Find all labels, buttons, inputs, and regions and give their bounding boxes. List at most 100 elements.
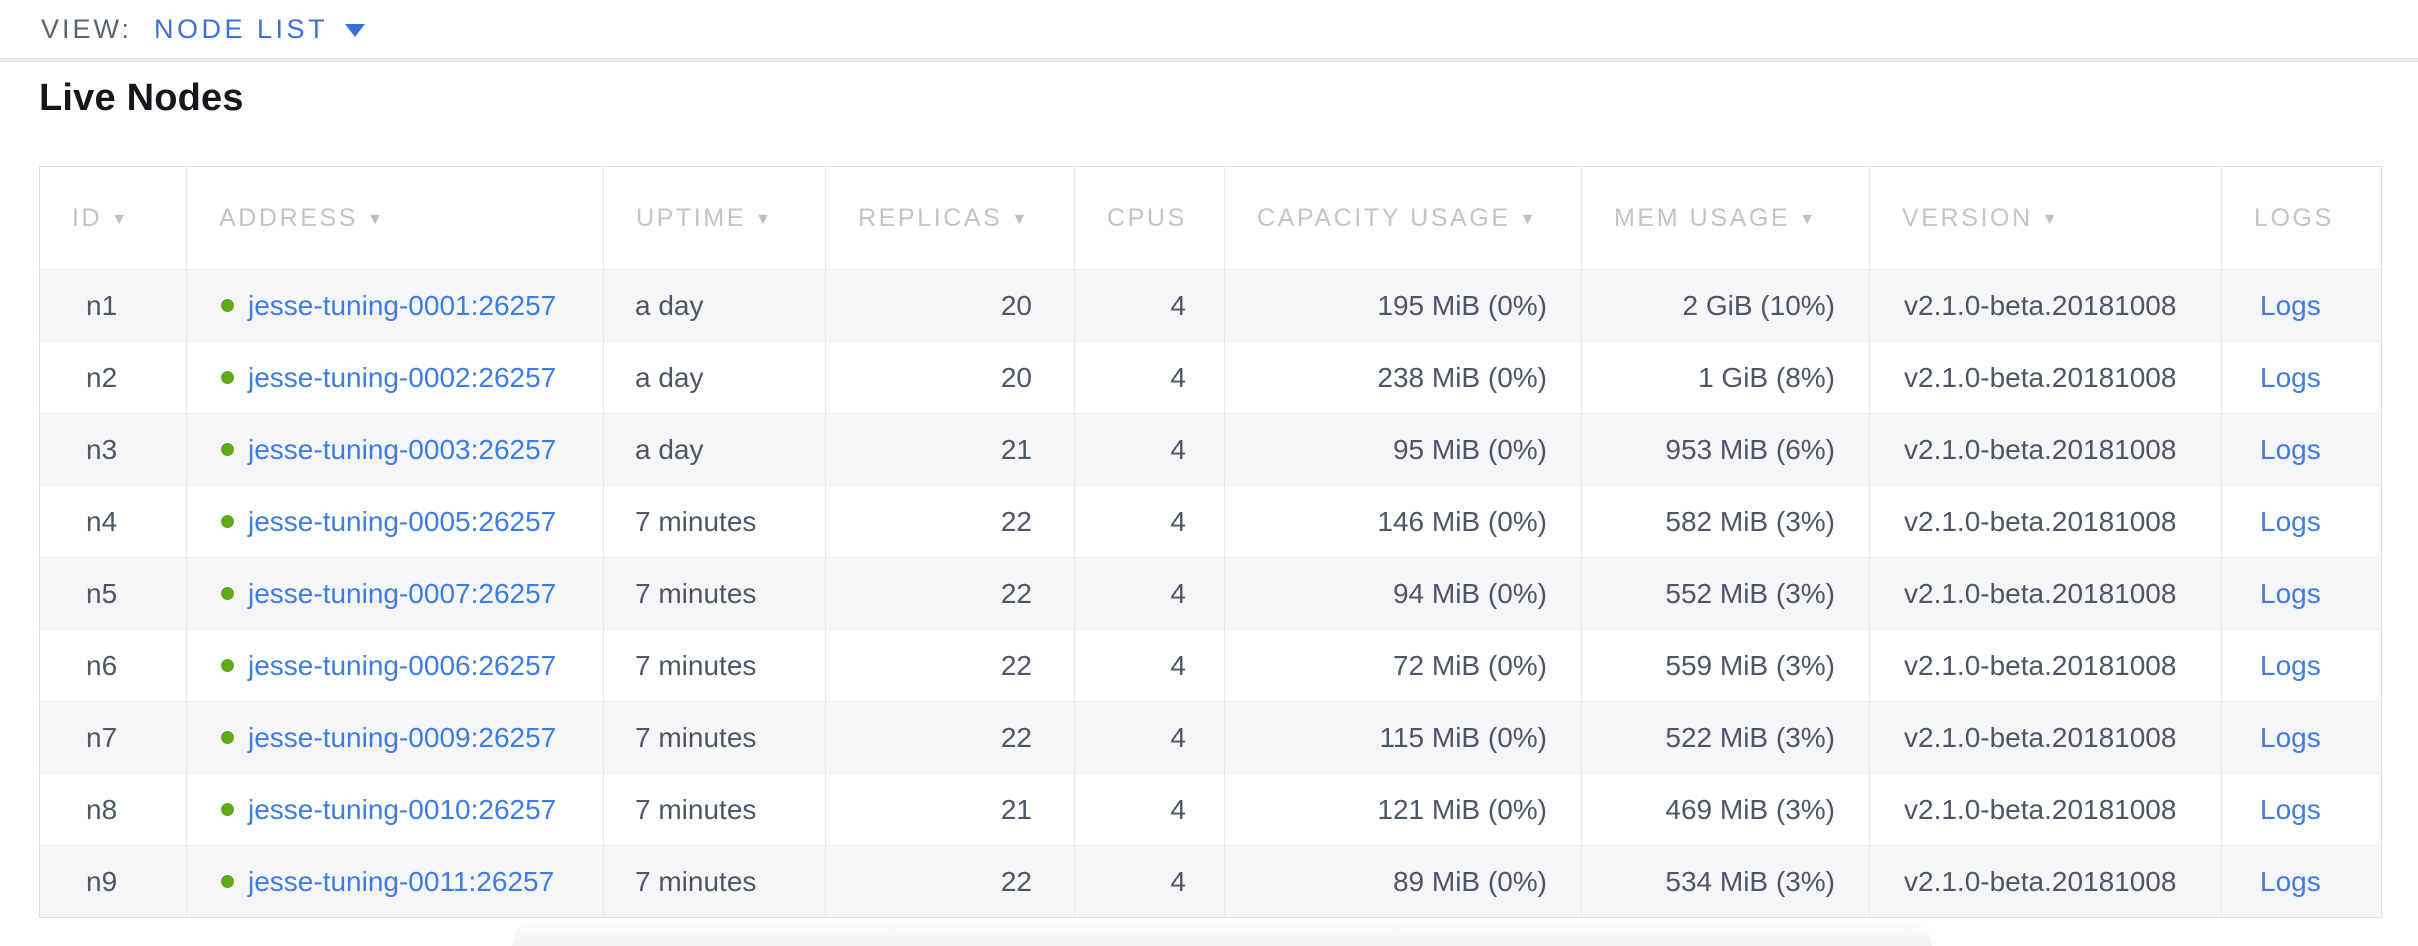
node-address-link[interactable]: jesse-tuning-0007:26257: [248, 577, 557, 609]
node-address-link[interactable]: jesse-tuning-0010:26257: [248, 793, 557, 825]
column-label: VERSION: [1902, 203, 2033, 232]
cell-capacity: 115 MiB (0%): [1224, 701, 1582, 774]
sort-desc-icon: ▼: [1799, 210, 1818, 228]
column-header-version[interactable]: VERSION ▼: [1869, 166, 2222, 270]
cell-address: jesse-tuning-0002:26257: [186, 341, 604, 414]
cell-replicas: 22: [825, 485, 1075, 558]
table-row: n7 jesse-tuning-0009:26257 7 minutes 22 4 115…: [39, 701, 2382, 774]
cell-capacity: 95 MiB (0%): [1224, 413, 1582, 486]
cell-replicas: 20: [825, 341, 1075, 414]
cell-replicas: 22: [825, 629, 1075, 702]
cell-logs: Logs: [2221, 701, 2382, 774]
node-address-link[interactable]: jesse-tuning-0001:26257: [248, 289, 557, 321]
node-live-status-icon: [221, 298, 234, 312]
cell-version: v2.1.0-beta.20181008: [1869, 269, 2222, 342]
cell-address: jesse-tuning-0003:26257: [186, 413, 604, 486]
node-logs-link[interactable]: Logs: [2260, 577, 2321, 609]
sort-desc-icon: ▼: [2041, 210, 2061, 228]
cell-capacity: 72 MiB (0%): [1224, 629, 1582, 702]
column-header-mem[interactable]: MEM USAGE ▼: [1581, 166, 1870, 270]
cell-capacity: 195 MiB (0%): [1224, 269, 1582, 342]
cell-cpus: 4: [1074, 269, 1225, 342]
cell-cpus: 4: [1074, 341, 1225, 414]
cell-replicas: 20: [825, 269, 1075, 342]
cell-logs: Logs: [2221, 485, 2382, 558]
cell-id: n6: [86, 649, 118, 681]
cell-capacity: 121 MiB (0%): [1224, 773, 1582, 846]
cell-id: n3: [86, 433, 118, 465]
cell-address: jesse-tuning-0001:26257: [186, 269, 604, 342]
column-header-cpus: CPUS: [1074, 166, 1225, 270]
cell-version: v2.1.0-beta.20181008: [1869, 701, 2222, 774]
table-row: n4 jesse-tuning-0005:26257 7 minutes 22 4 146…: [39, 485, 2382, 558]
cell-mem: 469 MiB (3%): [1581, 773, 1870, 846]
node-live-status-icon: [221, 658, 234, 672]
node-logs-link[interactable]: Logs: [2260, 505, 2321, 537]
node-logs-link[interactable]: Logs: [2260, 865, 2321, 897]
cell-version: v2.1.0-beta.20181008: [1869, 341, 2222, 414]
cell-logs: Logs: [2221, 773, 2382, 846]
cell-logs: Logs: [2221, 413, 2382, 486]
cell-uptime: a day: [603, 341, 826, 414]
cell-address: jesse-tuning-0005:26257: [186, 485, 604, 558]
sort-desc-icon: ▼: [755, 210, 774, 228]
node-live-status-icon: [221, 586, 234, 600]
cell-id: n9: [86, 865, 118, 897]
next-section-edge: [512, 920, 1932, 946]
cell-address: jesse-tuning-0009:26257: [186, 701, 604, 774]
node-logs-link[interactable]: Logs: [2260, 289, 2321, 321]
cell-version: v2.1.0-beta.20181008: [1869, 413, 2222, 486]
view-selector-dropdown[interactable]: NODE LIST: [154, 14, 366, 45]
node-logs-link[interactable]: Logs: [2260, 793, 2321, 825]
node-address-link[interactable]: jesse-tuning-0006:26257: [248, 649, 557, 681]
cell-uptime: 7 minutes: [603, 485, 826, 558]
node-address-link[interactable]: jesse-tuning-0003:26257: [248, 433, 557, 465]
node-logs-link[interactable]: Logs: [2260, 433, 2321, 465]
cell-id: n5: [86, 577, 118, 609]
node-logs-link[interactable]: Logs: [2260, 721, 2321, 753]
cell-mem: 534 MiB (3%): [1581, 845, 1870, 918]
cell-mem: 522 MiB (3%): [1581, 701, 1870, 774]
node-address-link[interactable]: jesse-tuning-0005:26257: [248, 505, 557, 537]
column-header-address[interactable]: ADDRESS ▼: [186, 166, 604, 270]
cell-uptime: 7 minutes: [603, 701, 826, 774]
cell-logs: Logs: [2221, 269, 2382, 342]
cell-id: n8: [86, 793, 118, 825]
cell-mem: 2 GiB (10%): [1581, 269, 1870, 342]
node-logs-link[interactable]: Logs: [2260, 361, 2321, 393]
column-header-uptime[interactable]: UPTIME ▼: [603, 166, 826, 270]
sort-desc-icon: ▼: [1011, 210, 1030, 228]
cell-uptime: 7 minutes: [603, 629, 826, 702]
node-live-status-icon: [221, 874, 234, 888]
table-row: n3 jesse-tuning-0003:26257 a day 21 4 95 MiB …: [39, 413, 2382, 486]
column-header-capacity[interactable]: CAPACITY USAGE ▼: [1224, 166, 1582, 270]
table-row: n6 jesse-tuning-0006:26257 7 minutes 22 4 72 …: [39, 629, 2382, 702]
node-address-link[interactable]: jesse-tuning-0011:26257: [248, 865, 555, 897]
cell-replicas: 22: [825, 557, 1075, 630]
view-bar: VIEW: NODE LIST: [0, 0, 2418, 62]
cell-cpus: 4: [1074, 485, 1225, 558]
cell-uptime: a day: [603, 413, 826, 486]
table-row: n2 jesse-tuning-0002:26257 a day 20 4 238 MiB…: [39, 341, 2382, 414]
cell-mem: 552 MiB (3%): [1581, 557, 1870, 630]
cell-mem: 1 GiB (8%): [1581, 341, 1870, 414]
cell-address: jesse-tuning-0007:26257: [186, 557, 604, 630]
cell-capacity: 89 MiB (0%): [1224, 845, 1582, 918]
cell-replicas: 21: [825, 413, 1075, 486]
cell-capacity: 146 MiB (0%): [1224, 485, 1582, 558]
chevron-down-icon: [345, 24, 366, 37]
node-address-link[interactable]: jesse-tuning-0009:26257: [248, 721, 557, 753]
column-header-id[interactable]: ID ▼: [39, 166, 187, 270]
node-logs-link[interactable]: Logs: [2260, 649, 2321, 681]
sort-desc-icon: ▼: [367, 210, 386, 228]
cell-cpus: 4: [1074, 629, 1225, 702]
cell-replicas: 21: [825, 773, 1075, 846]
cell-cpus: 4: [1074, 773, 1225, 846]
node-address-link[interactable]: jesse-tuning-0002:26257: [248, 361, 557, 393]
cell-mem: 559 MiB (3%): [1581, 629, 1870, 702]
column-label: UPTIME: [636, 203, 747, 232]
column-header-replicas[interactable]: REPLICAS ▼: [825, 166, 1075, 270]
node-live-status-icon: [221, 802, 234, 816]
cell-cpus: 4: [1074, 413, 1225, 486]
column-header-logs: LOGS: [2221, 166, 2382, 270]
